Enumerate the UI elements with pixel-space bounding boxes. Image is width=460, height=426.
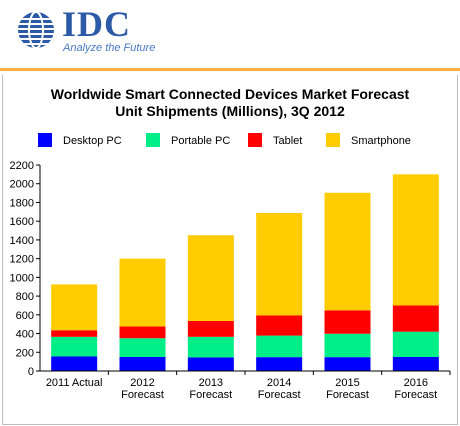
- bar-segment-portable-pc: [324, 333, 371, 358]
- chart-title-line1: Worldwide Smart Connected Devices Market…: [50, 86, 410, 102]
- bar-segment-desktop-pc: [51, 356, 98, 371]
- bar-segment-desktop-pc: [187, 357, 234, 371]
- x-tick-label: 2011 Actual: [46, 377, 103, 389]
- bar-segment-portable-pc: [392, 331, 439, 357]
- bar-segment-tablet: [187, 320, 234, 337]
- idc-tagline: Analyze the Future: [63, 42, 156, 54]
- x-tick-label: Forecast: [189, 389, 232, 401]
- y-tick-label: 1200: [10, 254, 34, 266]
- bar-segment-portable-pc: [187, 336, 234, 358]
- bar-segment-desktop-pc: [392, 356, 439, 371]
- legend-swatch: [146, 133, 160, 147]
- y-tick-label: 2200: [10, 160, 34, 172]
- x-tick-label: Forecast: [258, 389, 301, 401]
- y-tick-label: 0: [28, 366, 34, 378]
- bar-segment-tablet: [392, 305, 439, 332]
- bar-segment-smartphone: [324, 192, 371, 311]
- x-tick-label: 2012: [130, 377, 154, 389]
- x-tick-label: Forecast: [394, 389, 437, 401]
- idc-logo-text: IDC: [62, 4, 132, 44]
- y-tick-label: 800: [16, 291, 34, 303]
- legend-swatch: [248, 133, 262, 147]
- bar-segment-tablet: [119, 326, 166, 339]
- bar-segment-smartphone: [392, 174, 439, 306]
- bar-segment-portable-pc: [256, 335, 303, 358]
- y-tick-label: 2000: [10, 179, 34, 191]
- x-tick-label: 2015: [335, 377, 359, 389]
- x-tick-label: 2016: [404, 377, 428, 389]
- legend-swatch: [38, 133, 52, 147]
- chart-title: Worldwide Smart Connected Devices Market…: [0, 86, 460, 120]
- bar-segment-desktop-pc: [324, 357, 371, 371]
- legend-swatch: [326, 133, 340, 147]
- y-tick-label: 1000: [10, 272, 34, 284]
- y-tick-label: 200: [16, 347, 34, 359]
- bar-segment-tablet: [324, 310, 371, 334]
- bar-segment-smartphone: [51, 284, 98, 331]
- legend-label: Tablet: [273, 135, 303, 147]
- bar-segment-portable-pc: [51, 336, 98, 357]
- bar-segment-smartphone: [256, 212, 303, 316]
- bar-segment-desktop-pc: [119, 356, 166, 371]
- chart-legend: Desktop PC Portable PC Tablet Smartphone: [38, 133, 438, 149]
- chart-title-line2: Unit Shipments (Millions), 3Q 2012: [115, 103, 345, 119]
- idc-globe-icon: [18, 11, 54, 49]
- y-tick-label: 1400: [10, 235, 34, 247]
- bar-segment-portable-pc: [119, 338, 166, 357]
- x-tick-label: Forecast: [121, 389, 164, 401]
- x-tick-label: Forecast: [326, 389, 369, 401]
- y-tick-label: 1800: [10, 197, 34, 209]
- legend-label: Desktop PC: [63, 135, 122, 147]
- legend-label: Smartphone: [351, 135, 411, 147]
- header: IDC Analyze the Future: [0, 0, 460, 66]
- y-tick-label: 1600: [10, 216, 34, 228]
- legend-label: Portable PC: [171, 135, 231, 147]
- bar-segment-smartphone: [119, 258, 166, 327]
- y-tick-label: 600: [16, 310, 34, 322]
- bar-segment-desktop-pc: [256, 357, 303, 371]
- bar-segment-tablet: [256, 315, 303, 336]
- y-tick-label: 400: [16, 329, 34, 341]
- x-tick-label: 2014: [267, 377, 291, 389]
- x-tick-label: 2013: [199, 377, 223, 389]
- bar-segment-tablet: [51, 330, 98, 337]
- header-divider: [0, 68, 460, 71]
- bar-segment-smartphone: [187, 235, 234, 321]
